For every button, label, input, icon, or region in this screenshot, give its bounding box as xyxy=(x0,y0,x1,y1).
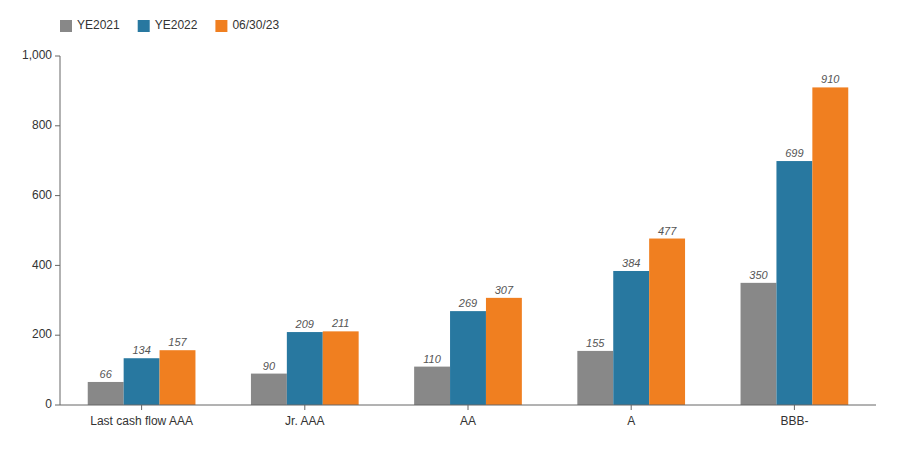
bar xyxy=(251,374,287,405)
data-label: 110 xyxy=(423,353,441,365)
legend-swatch xyxy=(60,20,72,32)
chart: 0 200 400 600 800 1,000 Last cash flow AAA Jr. … xyxy=(0,0,900,449)
data-label: 307 xyxy=(495,284,514,296)
data-label: 384 xyxy=(622,257,640,269)
data-label: 350 xyxy=(749,269,768,281)
bar xyxy=(649,239,685,405)
data-label: 699 xyxy=(785,147,803,159)
x-tick-label: BBB- xyxy=(780,414,808,428)
x-axis-line xyxy=(60,405,876,406)
y-tick xyxy=(55,125,60,126)
bar xyxy=(450,311,486,405)
y-tick xyxy=(55,335,60,336)
y-tick-label: 800 xyxy=(32,118,52,132)
legend-item: YE2021 xyxy=(60,18,120,32)
bar xyxy=(160,350,196,405)
bar xyxy=(486,298,522,405)
y-tick-label: 400 xyxy=(32,258,52,272)
data-labels: 66 90 110 155 350 134 209 269 384 699 157 211 307 477… xyxy=(100,73,841,380)
y-tick-label: 1,000 xyxy=(22,48,52,62)
y-tick xyxy=(55,56,60,57)
bar xyxy=(776,161,812,405)
data-label: 157 xyxy=(168,336,187,348)
bar xyxy=(124,358,160,405)
legend-label: YE2022 xyxy=(155,18,198,32)
bar xyxy=(577,351,613,405)
x-tick-label: Last cash flow AAA xyxy=(90,414,193,428)
chart-container: 0 200 400 600 800 1,000 Last cash flow AAA Jr. … xyxy=(0,0,900,449)
data-label: 910 xyxy=(821,73,840,85)
x-tick-label: Jr. AAA xyxy=(285,414,324,428)
y-tick-label: 200 xyxy=(32,327,52,341)
x-tick-label: AA xyxy=(460,414,476,428)
data-label: 134 xyxy=(132,344,150,356)
data-label: 269 xyxy=(458,297,477,309)
bar xyxy=(287,332,323,405)
data-label: 66 xyxy=(100,368,113,380)
bar xyxy=(741,283,777,405)
y-tick xyxy=(55,405,60,406)
y-tick xyxy=(55,265,60,266)
x-tick-label: A xyxy=(627,414,635,428)
legend-swatch xyxy=(138,20,150,32)
x-tick xyxy=(468,405,469,410)
legend-label: YE2021 xyxy=(77,18,120,32)
bar xyxy=(88,382,124,405)
x-tick xyxy=(141,405,142,410)
data-label: 90 xyxy=(263,360,276,372)
legend: YE2021 YE2022 06/30/23 xyxy=(60,18,279,32)
data-label: 211 xyxy=(331,317,350,329)
y-tick-label: 600 xyxy=(32,188,52,202)
y-axis-line xyxy=(60,56,61,405)
data-label: 209 xyxy=(295,318,314,330)
bar xyxy=(323,331,359,405)
data-label: 155 xyxy=(586,337,605,349)
bars xyxy=(88,87,849,405)
bar xyxy=(812,87,848,405)
y-tick xyxy=(55,195,60,196)
x-tick xyxy=(304,405,305,410)
x-tick xyxy=(631,405,632,410)
y-tick-label: 0 xyxy=(45,397,52,411)
legend-label: 06/30/23 xyxy=(232,18,279,32)
data-label: 477 xyxy=(658,225,677,237)
x-tick xyxy=(794,405,795,410)
legend-swatch xyxy=(215,20,227,32)
bar xyxy=(613,271,649,405)
bar xyxy=(414,367,450,405)
axes: 0 200 400 600 800 1,000 Last cash flow AAA Jr. … xyxy=(22,48,808,428)
legend-item: YE2022 xyxy=(138,18,198,32)
legend-item: 06/30/23 xyxy=(215,18,279,32)
